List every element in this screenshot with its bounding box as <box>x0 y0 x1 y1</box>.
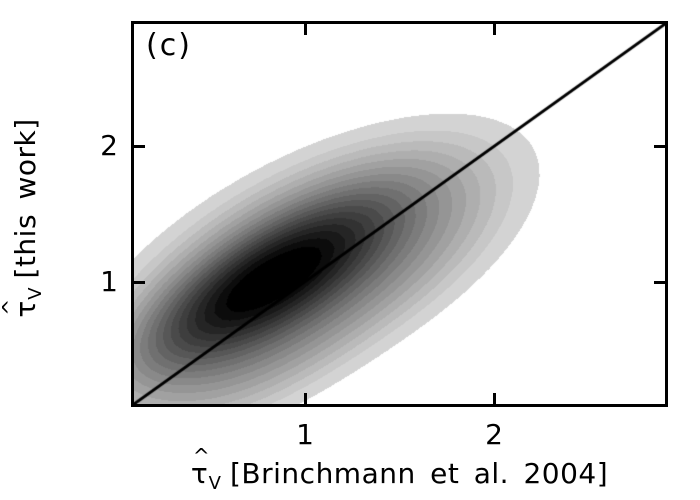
axis-tick-mark <box>134 145 145 148</box>
axis-tick-mark <box>493 24 496 35</box>
subscript-v: V <box>208 473 221 494</box>
hat-accent: ^ <box>0 298 22 316</box>
subscript-v: V <box>25 287 46 300</box>
tau-hat-v-symbol: ^ τV <box>0 287 54 317</box>
x-axis-label-text: [Brinchmann et al. 2004] <box>230 457 609 490</box>
density-contour-canvas <box>134 24 665 404</box>
hat-accent: ^ <box>192 444 210 468</box>
axis-tick-mark <box>493 393 496 404</box>
y-axis-label: ^ τV[this work] <box>0 68 46 368</box>
x-tick-label: 2 <box>485 418 503 451</box>
x-axis-label: ^ τV [Brinchmann et al. 2004] <box>134 446 665 500</box>
axis-tick-mark <box>654 145 665 148</box>
axis-tick-mark <box>304 24 307 35</box>
panel-label: (c) <box>146 28 192 63</box>
y-axis-label-text: [this work] <box>9 118 42 279</box>
axis-tick-mark <box>654 281 665 284</box>
tau-symbol: τ <box>190 457 208 490</box>
axis-tick-mark <box>304 393 307 404</box>
x-tick-label: 1 <box>296 418 314 451</box>
tau-hat-v-symbol: ^ τV <box>190 446 221 500</box>
y-tick-label: 1 <box>100 265 118 298</box>
y-tick-label: 2 <box>100 129 118 162</box>
axis-tick-mark <box>134 281 145 284</box>
